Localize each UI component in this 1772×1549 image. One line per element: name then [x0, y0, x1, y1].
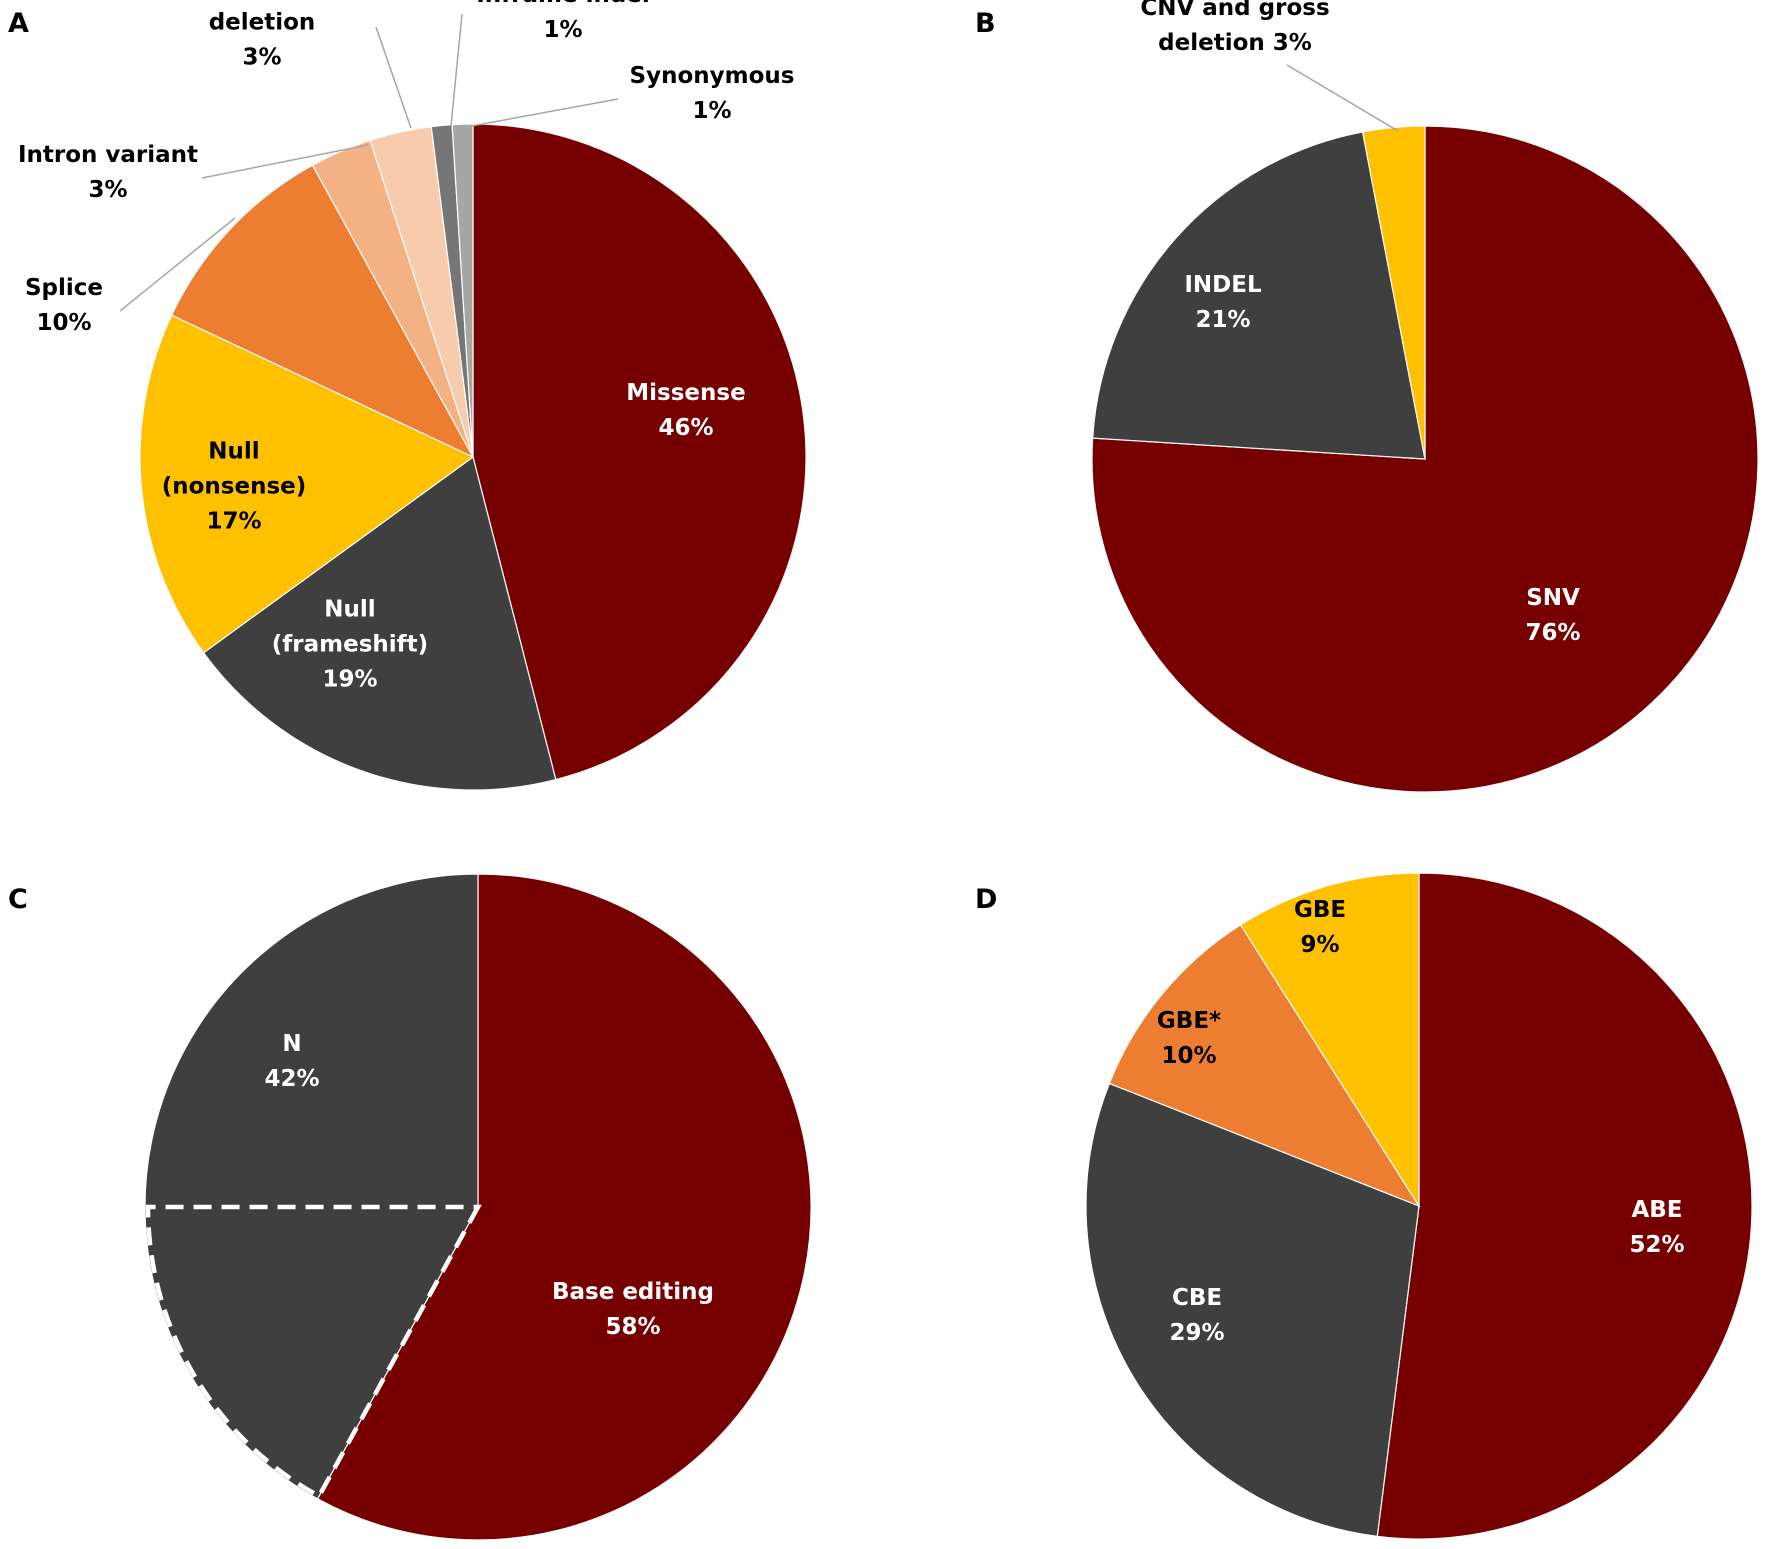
panel-d-label-gbe-line-2: 10% [1161, 1043, 1216, 1069]
panel-a-label-missense-line-2: 46% [658, 415, 713, 441]
panel-a-slice-synonymous [451, 123, 474, 458]
panel-a-label-splice-line-1: Splice [25, 275, 103, 301]
panel-a-label-splice-line-2: 10% [36, 310, 91, 336]
panel-a-leader-synonymous [465, 98, 619, 128]
panel-b-slice-cnv-and-gross-deletion [1361, 125, 1426, 460]
panel-b-label-indel-line-1: INDEL [1184, 272, 1262, 298]
panel-b-slices [1091, 125, 1759, 793]
panel-c-dashed-highlight [145, 1204, 482, 1500]
panel-a-leader-inframe-indel [450, 13, 463, 127]
panel-d-label-gbe-line-1: GBE* [1157, 1008, 1221, 1034]
panel-b-labels: SNV 76% INDEL 21% CNV and gross deletion 3% [1140, 0, 1580, 646]
panel-a-leader-cnv-and-gross-deletion [375, 26, 412, 129]
panel-d-slice-abe [1376, 872, 1753, 1540]
panel-a-label-cnv-and-gross-deletion-line-3: 3% [242, 45, 281, 71]
panel-c: C Base editing 58% N 42% [8, 873, 812, 1541]
panel-a-letter: A [8, 8, 29, 39]
panel-d-slice-cbe [1085, 1082, 1420, 1538]
panel-a-label-null-frameshift-line-2: (frameshift) [272, 632, 428, 658]
panel-c-label-n-line-2: 42% [264, 1066, 319, 1092]
panel-d-label-abe-line-1: ABE [1631, 1197, 1682, 1223]
panel-a-label-cnv-and-gross-deletion-line-2: deletion [209, 10, 316, 36]
panel-a-slice-missense [472, 123, 807, 781]
panel-b-slice-snv [1091, 125, 1759, 793]
panel-b-label-snv-line-1: SNV [1526, 585, 1580, 611]
panel-b-label-indel-line-2: 21% [1195, 307, 1250, 333]
panel-b: B SNV 76% INDEL 21% CNV and gross deletion 3% [975, 0, 1759, 793]
panel-c-letter: C [8, 884, 28, 915]
panel-b-label-cnv-and-gross-deletion-line-2: deletion 3% [1158, 30, 1312, 56]
panel-a-label-intron-variant-line-2: 3% [88, 177, 127, 203]
panel-d-letter: D [975, 884, 997, 915]
panel-d-labels: ABE 52% CBE 29% GBE* 10% GBE 9% [1157, 897, 1685, 1346]
panel-d-label-cbe-line-2: 29% [1169, 1320, 1224, 1346]
panel-c-slices [144, 873, 812, 1541]
panel-c-slice-n [144, 873, 479, 1500]
panel-a-label-inframe-indel-line-2: 1% [543, 17, 582, 43]
panel-a-label-intron-variant-line-1: Intron variant [18, 142, 198, 168]
panel-d-label-gbe-line-1: GBE [1294, 897, 1346, 923]
panel-c-labels: Base editing 58% N 42% [264, 1031, 714, 1340]
panel-c-label-base-editing-line-2: 58% [605, 1314, 660, 1340]
panel-b-letter: B [975, 8, 996, 39]
panel-a-slice-null-frameshift [202, 455, 557, 791]
panel-a-slices [139, 123, 807, 791]
panel-a-label-inframe-indel-line-1: Inframe indel [476, 0, 650, 8]
panel-a-slice-splice [170, 164, 475, 459]
panel-a-slice-null-nonsense [139, 314, 475, 654]
panel-a-label-cnv-and-gross-deletion-line-1: CNV and gross [167, 0, 356, 1]
panel-a-label-missense-line-1: Missense [626, 380, 745, 406]
panel-a-label-synonymous-line-2: 1% [692, 98, 731, 124]
panel-c-label-base-editing-line-1: Base editing [552, 1279, 714, 1305]
panel-c-label-n-line-1: N [282, 1031, 301, 1057]
panel-b-leader-cnv-and-gross-deletion [1286, 64, 1399, 132]
panel-b-label-cnv-and-gross-deletion-line-1: CNV and gross [1140, 0, 1329, 21]
panel-a-label-null-nonsense-line-1: Null [208, 439, 259, 465]
panel-d-slice-gbe [1239, 872, 1420, 1209]
panel-d-label-abe-line-2: 52% [1629, 1232, 1684, 1258]
panel-a-label-null-nonsense-line-3: 17% [206, 509, 261, 535]
panel-b-label-snv-line-2: 76% [1525, 620, 1580, 646]
panel-a-label-null-nonsense-line-2: (nonsense) [162, 474, 307, 500]
panel-d-label-cbe-line-1: CBE [1172, 1285, 1222, 1311]
panel-a-labels: Missense 46% Null (frameshift) 19% Null (nonse… [18, 0, 795, 693]
panel-a-label-synonymous-line-1: Synonymous [630, 63, 795, 89]
panel-a-label-null-frameshift-line-3: 19% [322, 667, 377, 693]
panel-a-leader-intron-variant [201, 144, 369, 179]
panel-d-label-gbe-line-2: 9% [1300, 932, 1339, 958]
panel-a-leader-splice [119, 217, 236, 312]
panel-c-slice-base-editing [316, 873, 812, 1541]
panel-a: A Missense 46% Null (frameshift) 19% Null (non… [8, 0, 807, 791]
panel-a-label-null-frameshift-line-1: Null [324, 597, 375, 623]
panel-d: D ABE 52% CBE 29% GBE* 10% GBE 9% [975, 872, 1753, 1540]
panel-d-slices [1085, 872, 1753, 1540]
panel-b-slice-indel [1092, 131, 1426, 460]
panel-d-slice-gbe [1108, 924, 1421, 1208]
